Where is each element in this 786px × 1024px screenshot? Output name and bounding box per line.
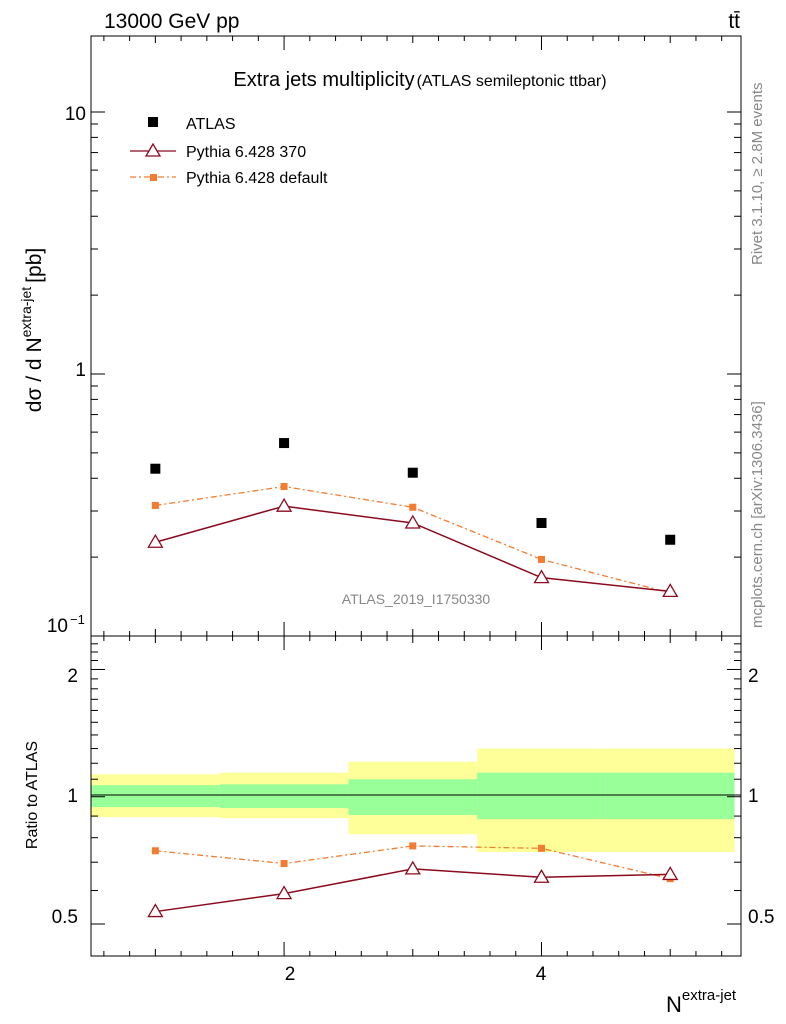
- ratio-ylabel: Ratio to ATLAS: [24, 741, 41, 849]
- atlas-data-point: [536, 517, 547, 528]
- energy-label: 13000 GeV pp: [104, 10, 239, 33]
- ratio-pythia-default-point: [537, 844, 545, 852]
- ratio-ytick-label-2-left: 2: [67, 666, 78, 687]
- ratio-frame: [90, 635, 742, 957]
- ratio-pythia-default-point: [280, 860, 288, 868]
- ratio-band-stat: [348, 779, 478, 816]
- atlas-data-point: [407, 467, 418, 478]
- main-axis-ticks: [91, 36, 741, 637]
- ratio-ytick-label-0p5-left: 0.5: [52, 907, 78, 928]
- ratio-band-stat: [477, 772, 606, 820]
- legend-atlas-label: ATLAS: [186, 116, 236, 133]
- ratio-ytick-label-1-right: 1: [748, 786, 759, 807]
- ratio-panel: Ratio to ATLAS 2 1 0.5 2 1 0.5 2 4 Nextr…: [24, 635, 774, 1017]
- pythia370-point: [533, 569, 550, 584]
- main-ytick-label-0p1-exp: −1: [70, 612, 85, 627]
- ratio-axis-ticks: [91, 636, 741, 956]
- x-axis-label: Nextra-jet: [666, 987, 737, 1017]
- mcplots-label: mcplots.cern.ch [arXiv:1306.3436]: [749, 401, 766, 628]
- rivet-label: Rivet 3.1.10, ≥ 2.8M events: [749, 83, 766, 266]
- ratio-band-stat: [91, 785, 220, 808]
- pythia-default-point: [280, 483, 288, 491]
- ratio-pythia-default-line: [155, 845, 671, 880]
- legend-atlas-marker: [148, 117, 158, 127]
- ratio-pythia-default-point: [151, 847, 159, 855]
- ratio-pythia370-point: [662, 866, 679, 881]
- pythia-default-point: [537, 555, 545, 563]
- ratio-pythia370-point: [533, 868, 550, 883]
- ratio-ytick-label-2-right: 2: [748, 666, 759, 687]
- pythia370-point: [147, 533, 164, 548]
- legend-pythia-default-label: Pythia 6.428 default: [186, 170, 328, 187]
- atlas-data-point: [279, 438, 290, 449]
- main-ylabel-unit: [pb]: [23, 248, 46, 283]
- main-ylabel-text: dσ / d N: [23, 337, 46, 412]
- main-ylabel-sup: extra-jet: [18, 287, 34, 338]
- pythia370-point: [662, 583, 679, 598]
- atlas-data-point: [150, 463, 161, 474]
- chart-title: Extra jets multiplicity (ATLAS semilepton…: [233, 69, 606, 91]
- xtick-label-2: 2: [285, 964, 296, 985]
- xtick-label-4: 4: [536, 964, 547, 985]
- x-axis-label-text: N: [666, 992, 682, 1017]
- ratio-pythia-default-point: [409, 842, 417, 850]
- analysis-watermark: ATLAS_2019_I1750330: [342, 591, 491, 607]
- atlas-data-point: [665, 534, 676, 545]
- x-axis-label-sup: extra-jet: [682, 987, 737, 1004]
- main-ytick-label-1: 1: [75, 360, 86, 381]
- ratio-ytick-label-0p5-right: 0.5: [748, 907, 774, 928]
- pythia-default-line: [155, 485, 671, 594]
- ratio-ytick-label-1-left: 1: [67, 786, 78, 807]
- chart-title-main: Extra jets multiplicity: [233, 69, 414, 91]
- legend-pythia370-label: Pythia 6.428 370: [186, 144, 306, 161]
- legend-pythia370-marker: [144, 142, 162, 157]
- ratio-pythia370-line: [155, 868, 671, 913]
- pythia370-point: [275, 497, 293, 512]
- pythia-default-point: [151, 501, 159, 509]
- main-ytick-label-10: 10: [65, 104, 86, 125]
- legend-pythia-default-marker: [150, 174, 157, 181]
- chart-subtitle: (ATLAS semileptonic ttbar): [417, 73, 607, 90]
- main-ylabel: dσ / d Nextra-jet [pb]: [18, 248, 46, 412]
- pythia-default-point: [409, 503, 417, 511]
- main-ytick-label-0p1: 10: [47, 616, 68, 637]
- main-panel: Extra jets multiplicity (ATLAS semilepton…: [18, 35, 742, 637]
- legend: ATLAS Pythia 6.428 370 Pythia 6.428 defa…: [130, 116, 328, 187]
- main-ytick-label-0p1-base: 10: [47, 616, 68, 637]
- pythia370-point: [404, 514, 421, 529]
- process-label: tt̄: [728, 10, 740, 33]
- ratio-pythia370-point: [404, 860, 421, 875]
- ratio-band-stat: [219, 784, 349, 809]
- ratio-pythia370-point: [275, 885, 293, 900]
- ratio-pythia370-point: [147, 903, 164, 918]
- ratio-band-stat: [605, 772, 735, 820]
